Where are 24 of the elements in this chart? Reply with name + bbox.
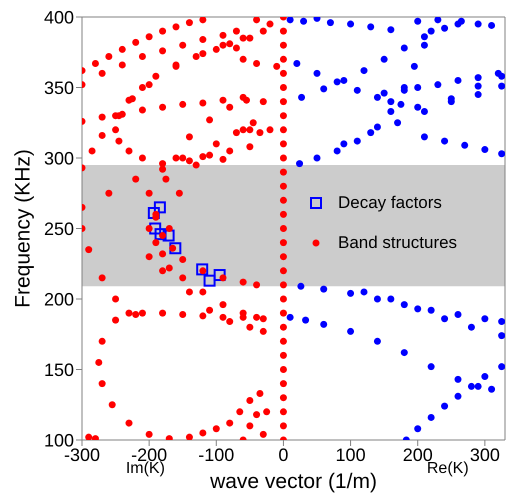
point bbox=[169, 242, 182, 254]
point bbox=[149, 222, 162, 234]
y-tick-label: 350 bbox=[44, 78, 74, 98]
legend-label: Band structures bbox=[338, 233, 458, 253]
point bbox=[154, 228, 167, 240]
y-tick-label: 300 bbox=[44, 148, 74, 168]
x-tick-label: 100 bbox=[336, 444, 366, 465]
y-tick-label: 150 bbox=[44, 360, 74, 380]
point bbox=[214, 269, 226, 282]
point bbox=[204, 274, 216, 287]
y-tick-label: 250 bbox=[44, 218, 74, 239]
text: Re(K) bbox=[426, 460, 469, 478]
y-tick-label: 200 bbox=[44, 289, 74, 310]
point bbox=[154, 201, 166, 214]
y-tick-label: 400 bbox=[44, 7, 74, 28]
y-axis-title: Frequency (KHz) bbox=[11, 149, 34, 308]
legend-label: Decay factors bbox=[338, 193, 442, 213]
x-tick-label: 0 bbox=[278, 444, 288, 465]
x-axis-title: wave vector (1/m) bbox=[209, 470, 377, 493]
x-tick-label: -100 bbox=[198, 444, 234, 465]
point bbox=[148, 206, 160, 219]
point bbox=[162, 230, 175, 242]
x-tick-label: 300 bbox=[470, 444, 500, 465]
point bbox=[196, 263, 208, 276]
